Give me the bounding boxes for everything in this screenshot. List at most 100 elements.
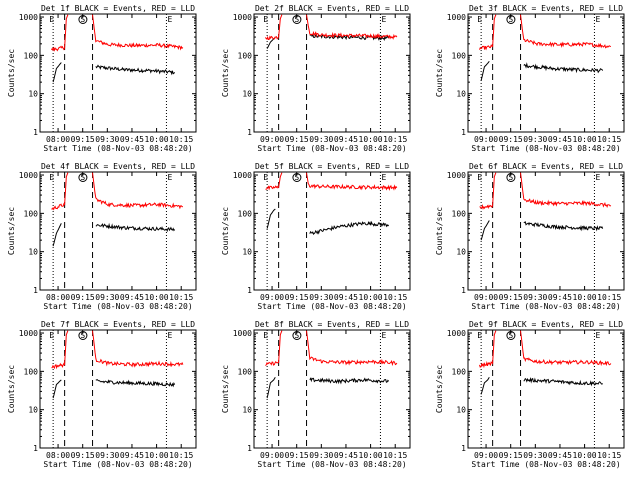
y-tick-label: 10 xyxy=(456,406,466,415)
x-tick-label: 09:15 xyxy=(71,293,95,302)
plot-frame xyxy=(39,171,197,291)
lld-series-line xyxy=(479,172,497,210)
time-marker-label: E xyxy=(477,331,482,340)
events-series-line xyxy=(480,377,490,395)
detector-panel: Det 1f BLACK = Events, RED = LLD 1 10 100 10… xyxy=(7,4,197,153)
y-tick-label: 1000 xyxy=(447,13,466,22)
lld-series-line xyxy=(51,330,69,370)
x-tick-label: 09:45 xyxy=(334,135,358,144)
time-marker-label: E xyxy=(595,331,600,340)
y-tick-label: 100 xyxy=(452,367,467,376)
x-axis-label: Start Time (08-Nov-03 08:48:20) xyxy=(43,460,192,469)
events-series-line xyxy=(523,62,604,74)
detector-panel: Det 4f BLACK = Events, RED = LLD 1 10 100 10… xyxy=(7,162,197,311)
x-tick-label: 10:15 xyxy=(597,135,621,144)
panel-title: Det 8f BLACK = Events, RED = LLD xyxy=(255,320,409,329)
y-tick-label: 1000 xyxy=(233,329,252,338)
y-tick-label: 10 xyxy=(28,248,38,257)
y-axis-label: Counts/sec xyxy=(221,365,230,413)
detector-panel: Det 7f BLACK = Events, RED = LLD 1 10 100 10… xyxy=(7,320,197,469)
x-tick-label: 08:00 xyxy=(46,451,70,460)
y-tick-label: 1 xyxy=(33,128,38,137)
start-marker-circle xyxy=(78,15,88,24)
start-marker-circle xyxy=(78,331,88,340)
detector-panel: Det 5f BLACK = Events, RED = LLD 1 10 100 10… xyxy=(221,162,411,311)
detector-panel: Det 2f BLACK = Events, RED = LLD 1 10 100 10… xyxy=(221,4,411,153)
start-marker-circle xyxy=(506,15,516,24)
events-series-line xyxy=(523,221,604,232)
detector-panel: Det 6f BLACK = Events, RED = LLD 1 10 100 10… xyxy=(435,162,625,311)
x-tick-label: 09:15 xyxy=(71,135,95,144)
panel-title: Det 2f BLACK = Events, RED = LLD xyxy=(255,4,409,13)
x-axis-label: Start Time (08-Nov-03 08:48:20) xyxy=(257,144,406,153)
events-series-line xyxy=(266,377,276,399)
y-tick-label: 1 xyxy=(33,286,38,295)
y-tick-label: 100 xyxy=(452,209,467,218)
time-marker-label: E xyxy=(477,173,482,182)
x-tick-label: 10:00 xyxy=(359,451,383,460)
y-tick-label: 1000 xyxy=(233,171,252,180)
time-marker-label: S xyxy=(294,15,299,24)
x-tick-label: 10:15 xyxy=(597,293,621,302)
x-tick-label: 10:15 xyxy=(383,293,407,302)
events-series-line xyxy=(52,379,62,399)
time-marker-label: E xyxy=(263,173,268,182)
x-tick-label: 09:15 xyxy=(285,451,309,460)
x-tick-label: 09:45 xyxy=(548,293,572,302)
events-series-line xyxy=(523,377,603,387)
time-marker-label: E xyxy=(595,15,600,24)
x-tick-label: 10:00 xyxy=(145,135,169,144)
x-tick-label: 09:00 xyxy=(474,135,498,144)
lld-series-line xyxy=(92,330,184,368)
time-marker-label: E xyxy=(263,15,268,24)
y-tick-label: 100 xyxy=(238,209,253,218)
y-tick-label: 10 xyxy=(28,90,38,99)
y-tick-label: 1000 xyxy=(447,329,466,338)
x-tick-label: 09:00 xyxy=(474,293,498,302)
start-marker-circle xyxy=(506,173,516,182)
lld-series-line xyxy=(306,172,398,192)
lld-series-line xyxy=(520,330,612,367)
y-tick-label: 1000 xyxy=(19,13,38,22)
lld-series-line xyxy=(479,14,497,51)
y-tick-label: 100 xyxy=(238,367,253,376)
x-axis-label: Start Time (08-Nov-03 08:48:20) xyxy=(471,460,620,469)
y-tick-label: 1000 xyxy=(447,171,466,180)
x-tick-label: 09:15 xyxy=(499,293,523,302)
x-tick-label: 09:00 xyxy=(260,451,284,460)
x-tick-label: 09:30 xyxy=(309,293,333,302)
y-axis-label: Counts/sec xyxy=(7,207,16,255)
y-tick-label: 10 xyxy=(242,248,252,257)
x-tick-label: 09:00 xyxy=(474,451,498,460)
panel-title: Det 1f BLACK = Events, RED = LLD xyxy=(41,4,195,13)
time-marker-label: E xyxy=(381,173,386,182)
x-tick-label: 09:45 xyxy=(548,135,572,144)
time-marker-label: S xyxy=(80,15,85,24)
events-series-line xyxy=(52,223,62,247)
events-series-line xyxy=(52,62,62,83)
time-marker-label: E xyxy=(167,15,172,24)
x-axis-label: Start Time (08-Nov-03 08:48:20) xyxy=(43,302,192,311)
x-tick-label: 09:45 xyxy=(120,135,144,144)
panel-title: Det 6f BLACK = Events, RED = LLD xyxy=(469,162,623,171)
y-tick-label: 10 xyxy=(242,406,252,415)
x-tick-label: 10:15 xyxy=(169,135,193,144)
events-series-line xyxy=(309,377,390,385)
time-marker-label: E xyxy=(381,331,386,340)
start-marker-circle xyxy=(78,173,88,182)
x-tick-label: 09:30 xyxy=(309,135,333,144)
lld-series-line xyxy=(92,14,184,51)
plot-frame xyxy=(467,13,625,133)
time-marker-label: E xyxy=(167,331,172,340)
y-tick-label: 100 xyxy=(24,51,39,60)
x-tick-label: 09:00 xyxy=(260,293,284,302)
x-tick-label: 10:15 xyxy=(169,293,193,302)
x-tick-label: 09:45 xyxy=(334,293,358,302)
time-marker-label: S xyxy=(508,331,513,340)
x-tick-label: 10:15 xyxy=(383,135,407,144)
x-tick-label: 09:45 xyxy=(548,451,572,460)
time-marker-label: E xyxy=(49,331,54,340)
time-marker-label: S xyxy=(80,331,85,340)
y-tick-label: 10 xyxy=(28,406,38,415)
x-tick-label: 10:15 xyxy=(169,451,193,460)
